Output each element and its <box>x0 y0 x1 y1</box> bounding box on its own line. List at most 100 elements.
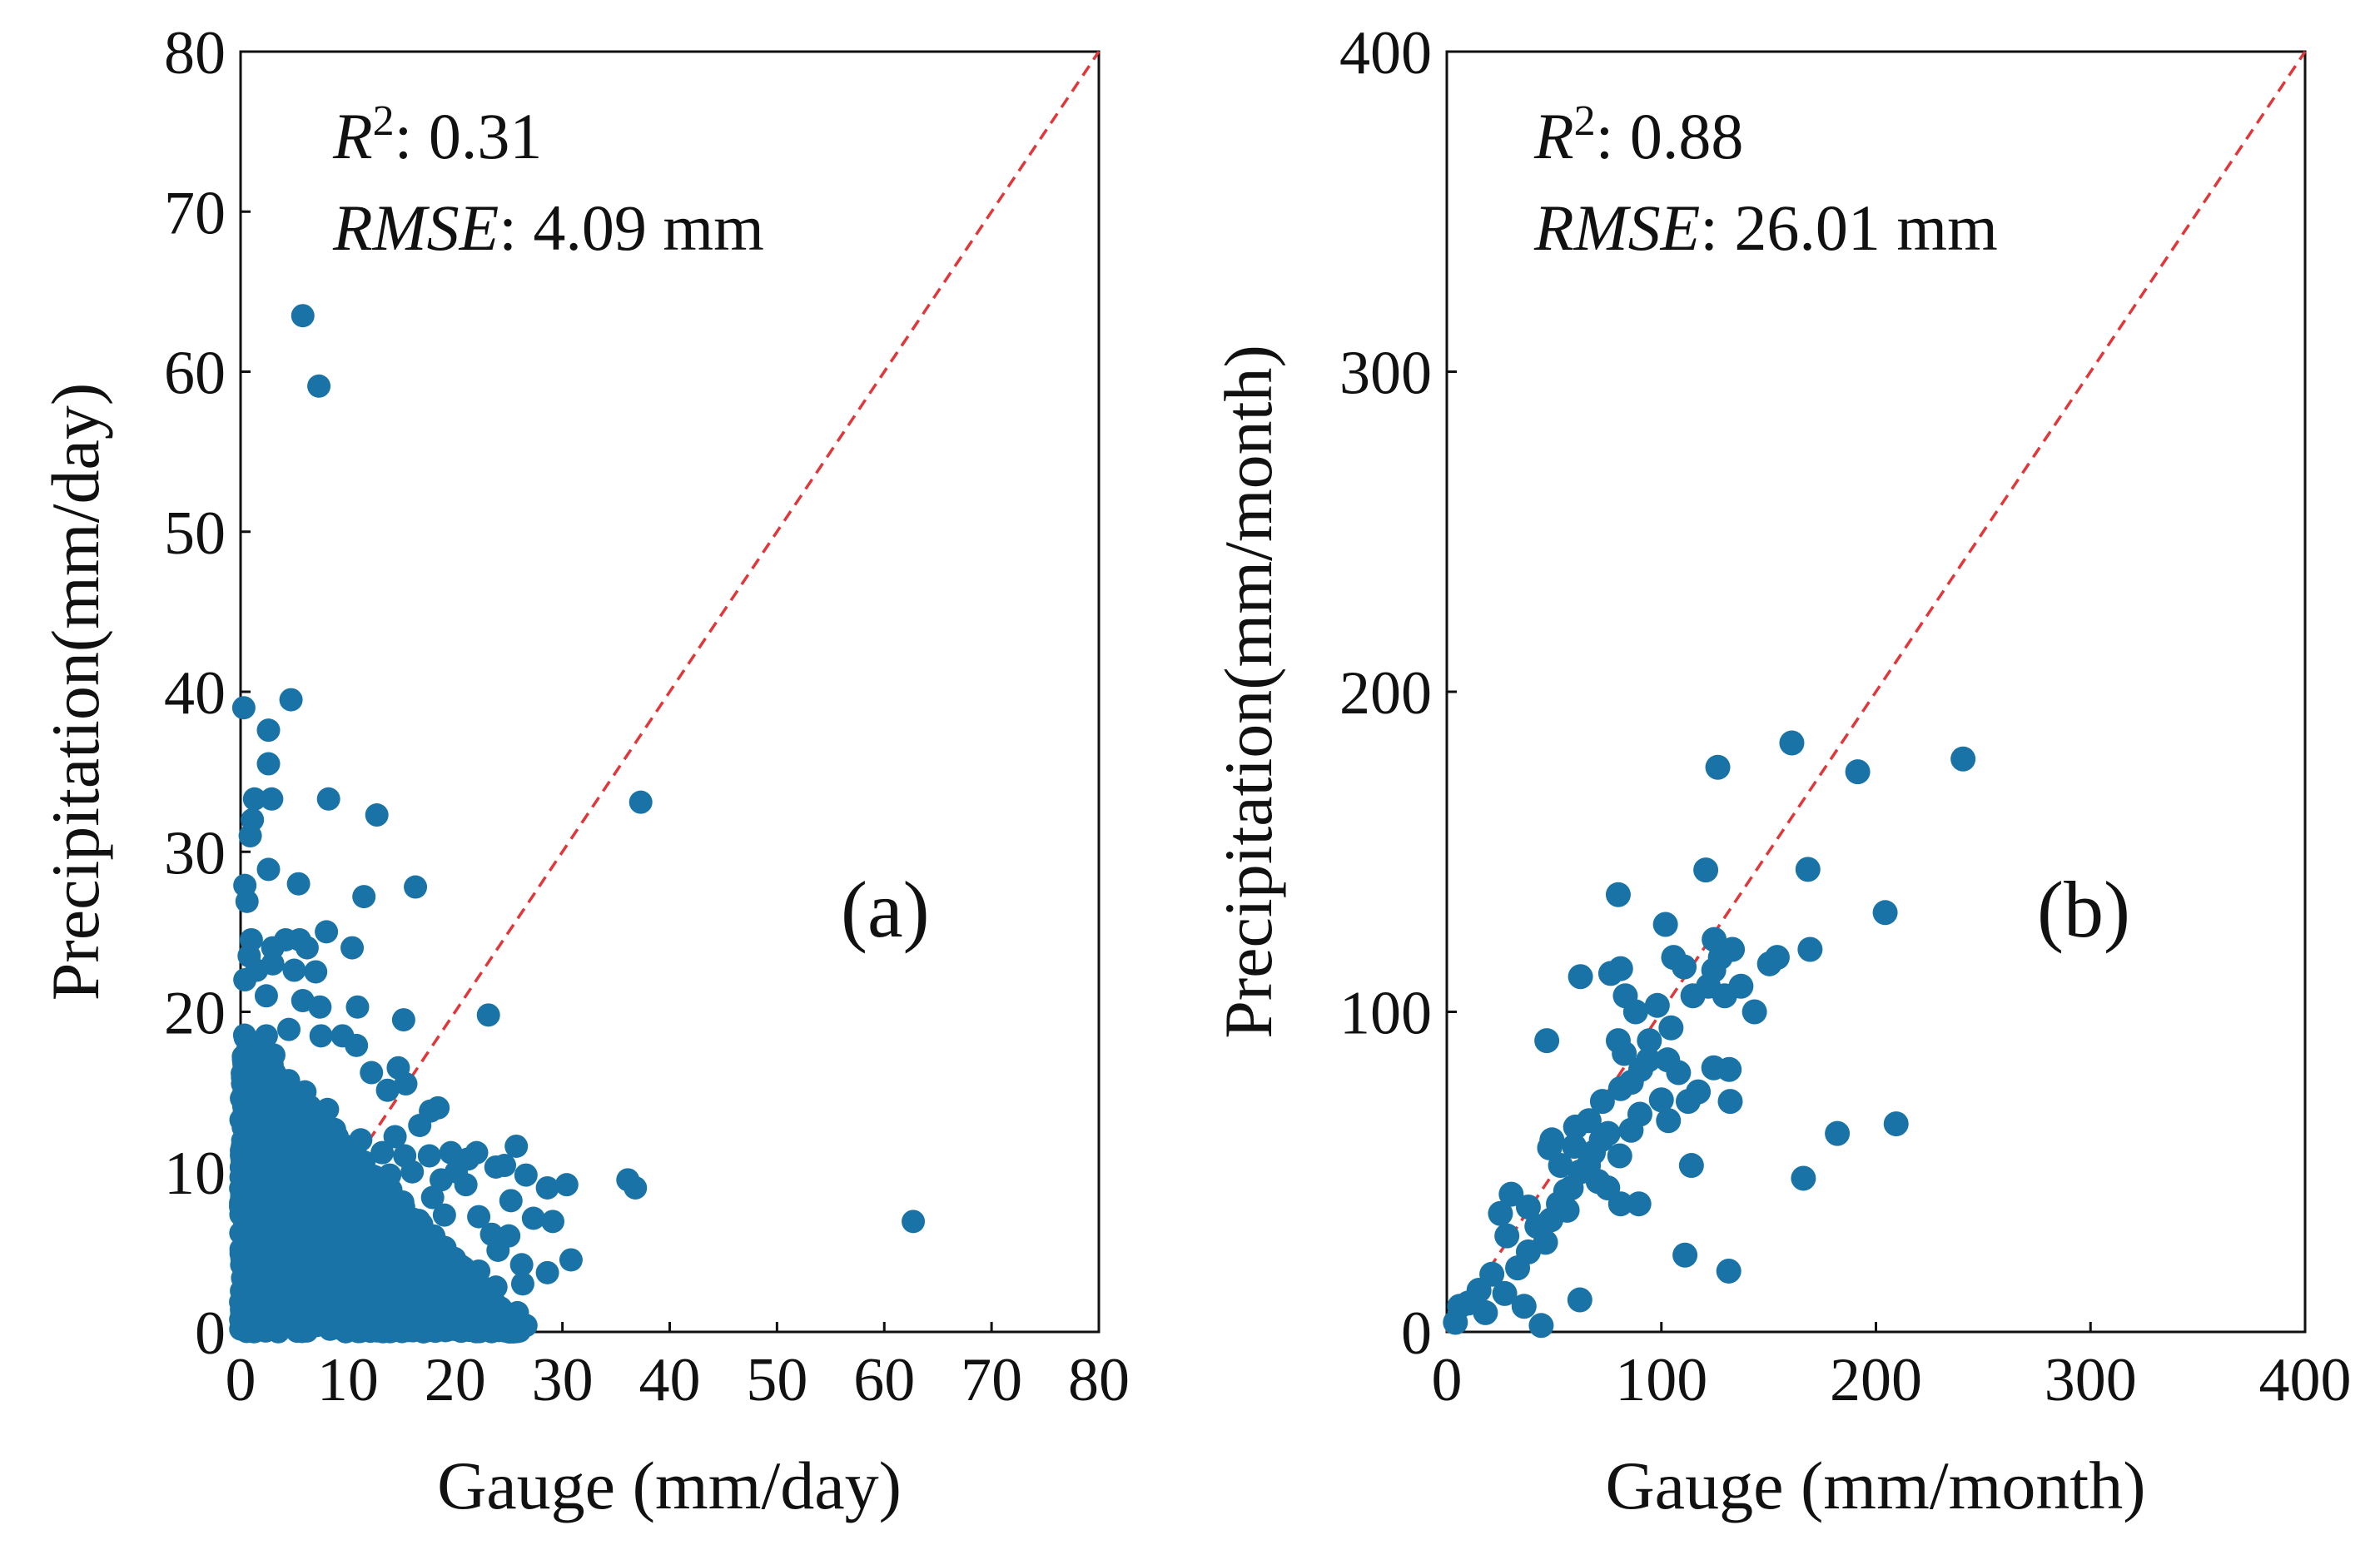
y-tick-label: 200 <box>1339 659 1432 728</box>
data-point <box>1717 1056 1742 1082</box>
data-point <box>370 1140 395 1165</box>
y-tick-label: 20 <box>164 980 226 1048</box>
data-point <box>1795 857 1821 882</box>
data-point <box>241 807 265 832</box>
data-point <box>1705 754 1731 780</box>
data-point <box>234 1160 258 1184</box>
data-point <box>355 1219 380 1243</box>
data-point <box>1666 1060 1692 1085</box>
data-point <box>379 1208 403 1232</box>
data-point <box>1675 1089 1701 1115</box>
panel-b-x-axis-title: Gauge (mm/month) <box>1605 1448 2145 1523</box>
data-point <box>1607 956 1633 981</box>
data-point <box>300 1180 324 1205</box>
panel-a-one-to-one-line <box>239 51 1101 1333</box>
data-point <box>279 688 303 712</box>
data-point <box>464 1279 488 1304</box>
data-point <box>1872 900 1898 926</box>
data-point <box>236 1292 261 1316</box>
data-point <box>1534 1028 1560 1054</box>
data-point <box>357 1175 381 1200</box>
data-point <box>338 1158 362 1182</box>
data-point <box>293 1256 317 1280</box>
data-point <box>1791 1165 1816 1191</box>
x-tick-label: 80 <box>1068 1346 1130 1414</box>
data-point <box>1825 1120 1851 1146</box>
data-point <box>400 1288 425 1312</box>
data-point <box>1845 759 1871 785</box>
data-point <box>349 1128 373 1152</box>
x-tick-label: 20 <box>425 1346 486 1414</box>
x-tick-label: 100 <box>1615 1346 1707 1414</box>
data-point <box>286 872 311 896</box>
data-point <box>345 1033 369 1057</box>
data-point <box>1636 1047 1662 1073</box>
data-point <box>465 1140 489 1165</box>
data-point <box>1563 1114 1588 1140</box>
data-point <box>1548 1153 1573 1179</box>
data-point <box>509 1253 534 1277</box>
data-point <box>254 984 278 1008</box>
data-point <box>1656 1108 1682 1134</box>
data-point <box>535 1260 559 1284</box>
panel-b-points <box>1443 730 1976 1339</box>
data-point <box>1539 1127 1565 1153</box>
data-point <box>624 1175 648 1200</box>
data-point <box>231 696 256 720</box>
data-point <box>1473 1299 1498 1325</box>
data-point <box>1712 983 1737 1009</box>
data-point <box>1498 1181 1524 1207</box>
data-point <box>231 1257 256 1281</box>
data-point <box>1488 1200 1513 1226</box>
data-point <box>379 1304 403 1328</box>
data-point <box>1672 954 1697 980</box>
x-tick-label: 60 <box>853 1346 915 1414</box>
data-point <box>1618 1117 1644 1143</box>
y-tick-label: 80 <box>164 19 226 87</box>
data-point <box>1717 1089 1743 1115</box>
data-point <box>300 1157 324 1181</box>
data-point <box>1505 1255 1531 1281</box>
data-point <box>1605 882 1631 907</box>
y-tick-label: 30 <box>164 819 226 887</box>
data-point <box>271 1242 295 1266</box>
data-point <box>345 995 370 1019</box>
data-point <box>1797 936 1823 962</box>
data-point <box>383 1125 407 1149</box>
panel-a-r2-label: R2: 0.31 <box>332 97 542 173</box>
data-point <box>467 1259 491 1283</box>
data-point <box>352 885 376 909</box>
data-point <box>1443 1309 1468 1335</box>
x-tick-label: 50 <box>746 1346 807 1414</box>
data-point <box>245 1077 269 1101</box>
data-point <box>497 1224 521 1248</box>
data-point <box>253 1115 277 1140</box>
y-tick-label: 300 <box>1339 340 1432 408</box>
y-tick-label: 100 <box>1339 980 1432 1048</box>
data-point <box>417 1144 441 1168</box>
data-point <box>535 1175 559 1200</box>
data-point <box>272 1099 296 1123</box>
data-point <box>340 1296 365 1320</box>
data-point <box>902 1210 926 1234</box>
data-point <box>1492 1280 1518 1306</box>
data-point <box>304 960 328 984</box>
data-point <box>274 1279 298 1303</box>
data-point <box>1612 1041 1637 1066</box>
data-point <box>276 1017 301 1041</box>
y-tick-label: 40 <box>164 659 226 728</box>
x-tick-label: 400 <box>2259 1346 2352 1414</box>
data-point <box>1883 1111 1909 1137</box>
x-tick-label: 0 <box>1432 1346 1463 1414</box>
data-point <box>504 1134 529 1158</box>
data-point <box>1716 1258 1742 1284</box>
data-point <box>420 1185 445 1210</box>
data-point <box>499 1189 523 1213</box>
data-point <box>1680 983 1706 1009</box>
data-point <box>514 1314 538 1338</box>
data-point <box>316 787 340 811</box>
data-point <box>487 1304 511 1328</box>
data-point <box>391 1008 415 1032</box>
data-point <box>330 1190 354 1214</box>
